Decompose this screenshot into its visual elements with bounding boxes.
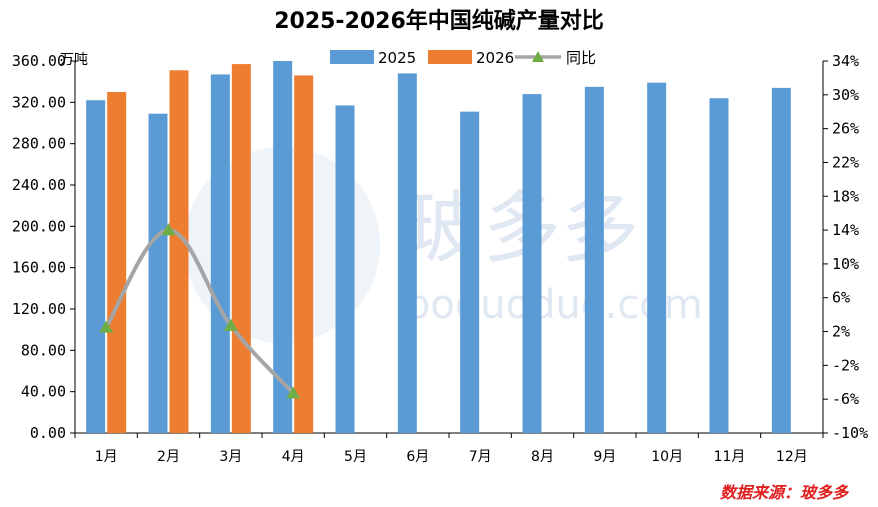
x-tick-label: 3月 <box>219 449 242 465</box>
bar-2026-2 <box>169 70 189 434</box>
x-tick-label: 6月 <box>406 449 429 465</box>
legend-label-yoy: 同比 <box>566 49 596 67</box>
bar-2025-10 <box>647 82 667 433</box>
bar-2025-9 <box>584 86 604 433</box>
yoy-point-3 <box>223 318 238 331</box>
left-tick-label: 80.00 <box>21 341 66 359</box>
x-tick-label: 5月 <box>344 449 367 465</box>
yoy-line <box>104 228 295 395</box>
left-tick-label: 120.00 <box>12 300 66 318</box>
right-tick-label: 22% <box>832 153 859 171</box>
legend-swatch-2025 <box>330 50 374 64</box>
x-tick-label: 8月 <box>531 449 554 465</box>
right-tick-label: -2% <box>832 356 859 374</box>
right-tick-label: -6% <box>832 390 859 408</box>
bar-2025-5 <box>335 105 355 433</box>
left-tick-label: 40.00 <box>21 383 66 401</box>
yoy-line-series <box>99 223 301 399</box>
watermark-brand: 玻多多 <box>405 184 639 274</box>
x-tick-label: 1月 <box>95 449 118 465</box>
right-tick-label: 6% <box>832 289 850 307</box>
right-tick-label: 2% <box>832 323 850 341</box>
legend: 2025 2026 同比 <box>330 49 596 67</box>
chart-title: 2025-2026年中国纯碱产量对比 <box>274 8 604 34</box>
right-tick-label: -10% <box>832 424 868 442</box>
bar-2025-2 <box>148 113 168 433</box>
axes: 0.00 40.00 80.00 120.00 160.00 200.00 240.00 28… <box>12 52 868 465</box>
yoy-point-1 <box>99 320 114 333</box>
right-tick-label: 18% <box>832 187 859 205</box>
legend-swatch-2026 <box>428 50 472 64</box>
legend-label-2025: 2025 <box>378 49 416 67</box>
bar-2025-11 <box>709 98 729 433</box>
left-tick-label: 200.00 <box>12 217 66 235</box>
left-tick-label: 360.00 <box>12 52 66 70</box>
x-tick-label: 10月 <box>651 449 683 465</box>
bar-2025-3 <box>210 74 230 433</box>
left-tick-label: 240.00 <box>12 176 66 194</box>
bars <box>86 61 791 434</box>
yoy-point-4 <box>286 386 301 399</box>
right-tick-label: 14% <box>832 221 859 239</box>
right-tick-label: 10% <box>832 255 859 273</box>
x-tick-label: 4月 <box>282 449 305 465</box>
x-tick-label: 7月 <box>469 449 492 465</box>
right-tick-label: 30% <box>832 86 859 104</box>
right-tick-label: 26% <box>832 120 859 138</box>
bar-2025-4 <box>273 61 293 433</box>
right-tick-label: 34% <box>832 52 859 70</box>
x-tick-label: 12月 <box>776 449 808 465</box>
bar-2025-8 <box>522 94 542 434</box>
bar-2026-3 <box>231 64 251 433</box>
left-tick-label: 0.00 <box>30 424 66 442</box>
bar-2026-1 <box>107 92 127 433</box>
left-tick-label: 320.00 <box>12 93 66 111</box>
x-tick-label: 2月 <box>157 449 180 465</box>
bar-2026-4 <box>294 75 314 433</box>
left-tick-label: 160.00 <box>12 259 66 277</box>
legend-label-2026: 2026 <box>476 49 514 67</box>
x-tick-label: 9月 <box>593 449 616 465</box>
yoy-point-2 <box>161 223 176 236</box>
left-axis-unit: 万吨 <box>60 52 88 68</box>
legend-marker-yoy-icon <box>532 51 544 62</box>
data-source: 数据来源：玻多多 <box>720 483 850 502</box>
bar-2025-12 <box>771 87 791 433</box>
watermark: 玻多多 boduoduo.com <box>184 147 703 343</box>
left-tick-label: 280.00 <box>12 135 66 153</box>
bar-2025-6 <box>397 73 417 434</box>
bar-2025-7 <box>460 111 480 433</box>
x-tick-label: 11月 <box>714 449 746 465</box>
bar-2025-1 <box>86 100 106 434</box>
